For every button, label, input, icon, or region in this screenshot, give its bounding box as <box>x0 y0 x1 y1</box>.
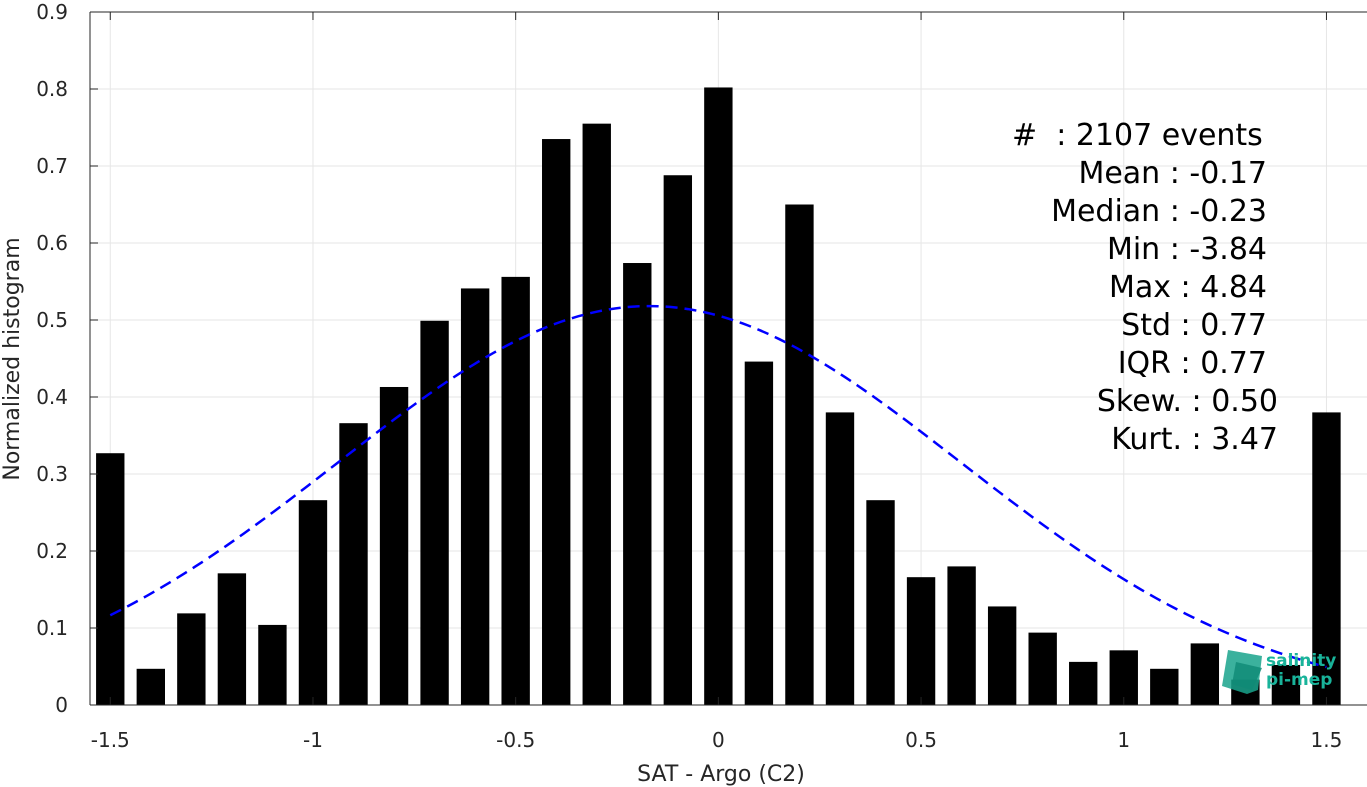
watermark-line2: pi-mep <box>1266 670 1332 690</box>
histogram-bar <box>298 500 328 705</box>
x-tick-label: 0.5 <box>905 728 937 752</box>
histogram-bar <box>1109 650 1138 705</box>
y-tick-label: 0.3 <box>36 462 68 486</box>
histogram-bar <box>1312 412 1341 705</box>
stat-min: Min : -3.84 <box>1107 232 1267 267</box>
histogram-bar <box>866 500 895 705</box>
x-tick-label: 0 <box>712 728 725 752</box>
y-tick-label: 0.9 <box>36 0 68 24</box>
histogram-bar <box>542 139 571 706</box>
histogram-bar <box>582 123 611 705</box>
bars-group <box>96 87 1341 706</box>
tick-labels: -1.5 -1 -0.5 0 0.5 1 1.5 0 0.1 0.2 0.3 0.4 0.5 0.6 0.7… <box>36 0 1342 752</box>
stat-skew: Skew. : 0.50 <box>1097 384 1278 419</box>
y-tick-label: 0.4 <box>36 385 68 409</box>
x-tick-label: -0.5 <box>496 728 535 752</box>
histogram-bar <box>136 668 165 705</box>
axis-ticks <box>90 11 1327 706</box>
stat-iqr: IQR : 0.77 <box>1118 346 1267 381</box>
histogram-bar <box>177 613 206 705</box>
salinity-pimep-logo: salinity pi-mep <box>1222 650 1336 694</box>
stat-events: # : 2107 events <box>1012 118 1263 153</box>
histogram-bar <box>1271 664 1301 705</box>
x-tick-label: -1 <box>303 728 323 752</box>
histogram-bar <box>785 204 814 705</box>
histogram-bar <box>1028 632 1057 705</box>
histogram-bar <box>379 386 409 705</box>
stat-max: Max : 4.84 <box>1109 270 1267 305</box>
y-tick-label: 0.7 <box>36 154 68 178</box>
logo-shape-accent <box>1232 662 1262 690</box>
y-tick-label: 0.1 <box>36 616 68 640</box>
histogram-bar <box>906 577 936 705</box>
histogram-bar <box>947 566 976 705</box>
histogram-bar <box>96 453 125 705</box>
histogram-bar <box>217 573 247 705</box>
y-tick-label: 0.8 <box>36 77 68 101</box>
histogram-bar <box>420 320 449 705</box>
y-tick-label: 0.6 <box>36 231 68 255</box>
x-tick-label: -1.5 <box>91 728 130 752</box>
histogram-bar <box>623 263 652 705</box>
histogram-bar <box>258 624 287 705</box>
gaussian-fit-curve <box>109 304 1327 669</box>
y-axis-label: Normalized histogram <box>0 237 25 480</box>
stat-median: Median : -0.23 <box>1051 194 1267 229</box>
stat-mean: Mean : -0.17 <box>1078 156 1267 191</box>
histogram-bar <box>704 87 733 705</box>
histogram-bar <box>1150 668 1179 705</box>
x-tick-label: 1 <box>1117 728 1130 752</box>
watermark-line1: salinity <box>1266 651 1336 671</box>
y-tick-label: 0.5 <box>36 308 68 332</box>
histogram-bar <box>1069 661 1098 705</box>
stat-std: Std : 0.77 <box>1121 308 1267 343</box>
x-tick-label: 1.5 <box>1311 728 1343 752</box>
histogram-bar <box>339 423 368 705</box>
histogram-bar <box>1190 643 1220 705</box>
y-tick-label: 0.2 <box>36 539 68 563</box>
stat-kurt: Kurt. : 3.47 <box>1111 422 1278 457</box>
histogram-bar <box>825 412 855 705</box>
histogram-bar <box>663 175 693 706</box>
histogram-bar <box>987 606 1017 705</box>
x-axis-label: SAT - Argo (C2) <box>637 762 805 787</box>
histogram-bar <box>744 361 774 705</box>
histogram-bar <box>501 276 530 705</box>
y-tick-label: 0 <box>55 693 68 717</box>
axes-frame <box>89 11 1367 706</box>
stats-box: # : 2107 events Mean : -0.17 Median : -0… <box>1012 118 1278 457</box>
histogram-bar <box>460 288 490 705</box>
